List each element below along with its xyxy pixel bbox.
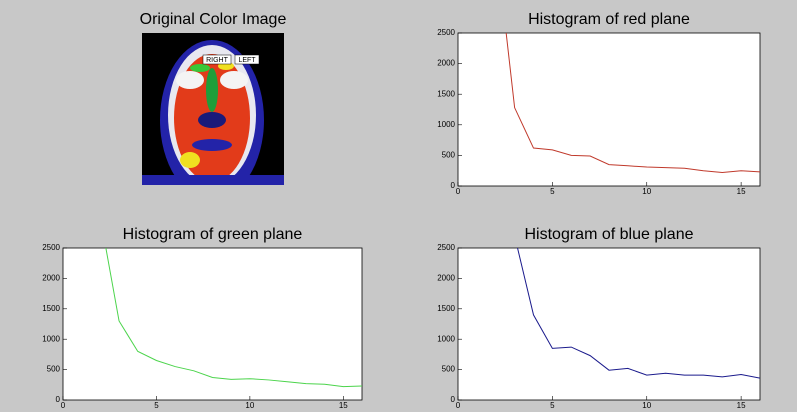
plot-area [458,33,760,186]
x-tick-label: 0 [456,401,461,410]
y-tick-label: 2000 [437,274,455,283]
plot-area [458,248,760,400]
y-tick-label: 1500 [437,304,455,313]
y-tick-label: 1500 [437,89,455,98]
x-tick-label: 15 [737,401,746,410]
y-tick-label: 2000 [42,274,60,283]
x-tick-label: 10 [245,401,254,410]
x-tick-label: 5 [154,401,159,410]
x-tick-label: 15 [737,187,746,196]
x-tick-label: 5 [550,401,555,410]
y-tick-label: 0 [451,181,456,190]
y-tick-label: 2000 [437,59,455,68]
axes: 0 5 10 15 0 500 1000 1500 2000 2500 Histogram of r… [437,0,760,196]
x-tick-label: 15 [339,401,348,410]
axes: 0 5 10 15 0 500 1000 1500 2000 2500 Histogram of b… [437,226,760,410]
y-tick-label: 0 [451,395,456,404]
y-tick-label: 500 [442,365,456,374]
axes: 0 5 10 15 0 500 1000 1500 2000 2500 Histogram of g… [42,218,362,411]
chart-title: Original Color Image [140,11,287,28]
chart-title: Histogram of green plane [123,226,303,243]
y-tick-label: 2500 [437,28,455,37]
y-tick-label: 0 [56,395,61,404]
figure: RIGHT LEFT Original Color Image 0 5 10 15 0 5… [0,0,797,412]
y-tick-label: 2500 [437,243,455,252]
x-tick-label: 5 [550,187,555,196]
image-annotation: RIGHT [206,57,229,64]
image-panel: RIGHT LEFT Original Color Image [140,11,287,200]
x-tick-label: 0 [61,401,66,410]
x-tick-label: 10 [642,187,651,196]
x-tick-label: 0 [456,187,461,196]
y-tick-label: 1000 [42,334,60,343]
y-tick-label: 500 [442,151,456,160]
image-annotation: LEFT [238,57,256,64]
y-tick-label: 500 [47,365,61,374]
chart-title: Histogram of red plane [528,11,690,28]
y-tick-label: 2500 [42,243,60,252]
y-tick-label: 1000 [437,120,455,129]
chart-title: Histogram of blue plane [525,226,694,243]
x-tick-label: 10 [642,401,651,410]
y-tick-label: 1000 [437,334,455,343]
y-tick-label: 1500 [42,304,60,313]
